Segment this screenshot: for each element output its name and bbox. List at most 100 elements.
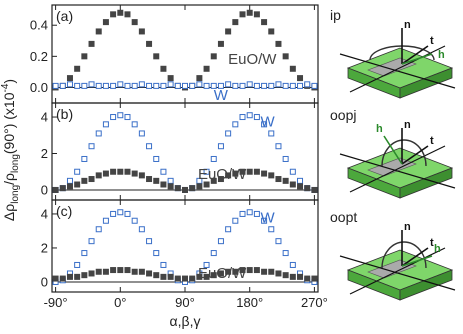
data-point <box>52 275 59 282</box>
data-point <box>261 19 268 26</box>
data-point <box>225 28 232 35</box>
data-point <box>268 226 275 233</box>
data-point <box>81 53 88 60</box>
data-point <box>275 238 282 245</box>
data-point <box>102 217 109 224</box>
y-tick-label: 0 <box>41 182 48 197</box>
data-point <box>210 53 217 60</box>
data-point <box>196 81 203 88</box>
data-point <box>217 238 224 245</box>
series-label: W <box>260 113 275 130</box>
data-point <box>102 82 109 89</box>
slab-side <box>399 67 453 99</box>
data-point <box>282 82 289 89</box>
data-point <box>88 176 95 183</box>
data-point <box>246 168 253 175</box>
y-tick-label: 2 <box>41 240 48 255</box>
axis-line <box>349 45 446 93</box>
data-point <box>275 143 282 150</box>
x-tick-label: 180° <box>236 295 263 310</box>
data-point <box>268 172 275 179</box>
data-point <box>153 53 160 60</box>
rotation-arc <box>381 139 427 167</box>
vector-label: n <box>404 221 411 233</box>
data-point <box>153 155 160 162</box>
data-point <box>88 238 95 245</box>
y-tick-label: 0 <box>41 274 48 289</box>
data-point <box>95 28 102 35</box>
data-point <box>131 170 138 177</box>
data-point <box>189 185 196 192</box>
data-point <box>268 28 275 35</box>
data-point <box>131 19 138 26</box>
data-point <box>167 177 174 184</box>
rotation-arc <box>381 241 427 269</box>
y-axis-label: Δρlong/ρlong(90°) (x10-4) <box>0 79 21 221</box>
data-point <box>282 250 289 257</box>
data-point <box>102 19 109 26</box>
data-point <box>160 181 167 188</box>
data-point <box>81 155 88 162</box>
panel-label: (b) <box>56 106 73 122</box>
data-point <box>110 82 117 89</box>
data-point <box>124 11 131 18</box>
data-point <box>203 181 210 188</box>
data-point <box>160 261 167 268</box>
vector-label: t <box>430 35 434 47</box>
data-point <box>138 268 145 275</box>
data-point <box>196 183 203 190</box>
data-point <box>196 273 203 280</box>
x-tick-label: 270° <box>301 295 328 310</box>
data-point <box>174 185 181 192</box>
data-point <box>289 82 296 89</box>
data-point <box>225 172 232 179</box>
data-point <box>203 273 210 280</box>
data-point <box>95 82 102 89</box>
data-point <box>102 170 109 177</box>
vector-t <box>401 145 429 165</box>
data-point <box>311 275 318 282</box>
vector-label: t <box>430 135 434 147</box>
data-point <box>66 75 73 82</box>
data-point <box>304 185 311 192</box>
data-point <box>110 267 117 274</box>
data-point <box>289 168 296 175</box>
data-point <box>289 65 296 72</box>
data-point <box>102 268 109 275</box>
data-point <box>232 170 239 177</box>
data-point <box>261 82 268 89</box>
vector-label: h <box>438 49 445 61</box>
data-point <box>297 273 304 280</box>
vector-h <box>401 53 433 65</box>
data-point <box>131 268 138 275</box>
data-point <box>88 40 95 47</box>
data-point <box>253 114 260 121</box>
data-point <box>268 268 275 275</box>
data-point <box>153 272 160 279</box>
data-point <box>124 168 131 175</box>
data-point <box>167 183 174 190</box>
data-point <box>110 11 117 18</box>
data-point <box>124 267 131 274</box>
slab-side <box>399 269 453 301</box>
series-label: EuO/W <box>228 51 277 68</box>
data-point <box>282 155 289 162</box>
data-point <box>210 250 217 257</box>
y-tick-label: 4 <box>41 110 48 125</box>
data-point <box>81 272 88 279</box>
data-point <box>268 130 275 137</box>
vector-label: h <box>434 243 441 255</box>
data-point <box>167 75 174 82</box>
y-tick-label: 0.0 <box>30 80 48 95</box>
data-point <box>282 272 289 279</box>
data-point <box>160 82 167 89</box>
data-point <box>138 226 145 233</box>
data-point <box>225 81 232 88</box>
data-point <box>131 82 138 89</box>
data-point <box>297 75 304 82</box>
data-point <box>174 275 181 282</box>
y-tick-label: 4 <box>41 206 48 221</box>
data-point <box>66 183 73 190</box>
data-point <box>66 81 73 88</box>
